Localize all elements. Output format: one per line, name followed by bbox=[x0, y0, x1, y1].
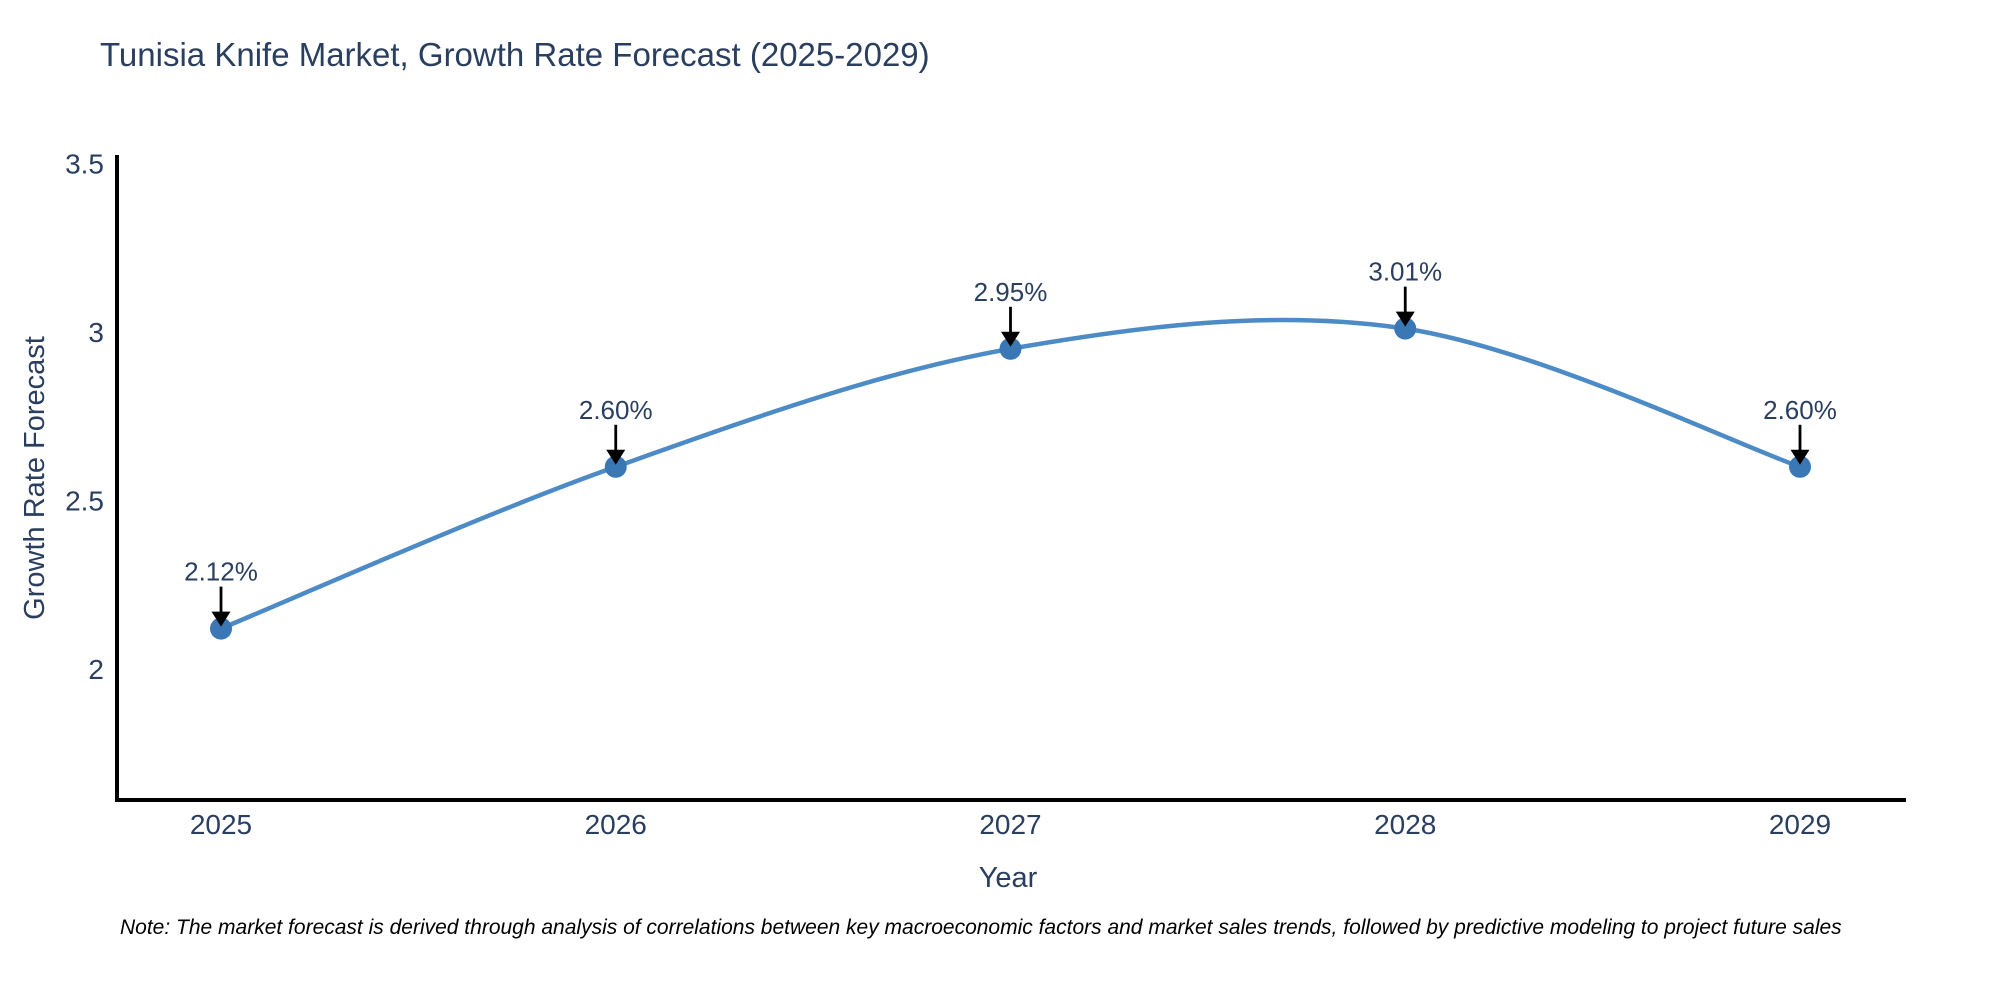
point-annotation: 2.60% bbox=[1763, 395, 1837, 465]
data-point-marker bbox=[210, 617, 232, 640]
annotation-arrow-head bbox=[1395, 311, 1415, 327]
trend-line bbox=[220, 317, 1801, 631]
y-tick-label: 2 bbox=[88, 654, 104, 685]
annotation-arrow-head bbox=[606, 449, 626, 465]
x-tick-label: 2025 bbox=[190, 809, 252, 840]
point-annotation: 2.95% bbox=[974, 277, 1048, 347]
x-tick-label: 2029 bbox=[1769, 809, 1831, 840]
chart-title: Tunisia Knife Market, Growth Rate Foreca… bbox=[100, 36, 930, 73]
annotation-label: 2.60% bbox=[1763, 395, 1837, 425]
annotation-arrow-head bbox=[211, 611, 231, 627]
annotation-label: 2.12% bbox=[184, 557, 258, 587]
y-tick-label: 3.5 bbox=[65, 149, 104, 180]
plot-area: 3.5 3 2.5 2 2025 2026 2027 2028 2029 2.12% 2.60% 2.… bbox=[65, 149, 1906, 840]
x-axis-title: Year bbox=[979, 862, 1038, 894]
data-point-marker bbox=[1394, 317, 1417, 340]
x-tick-label: 2026 bbox=[585, 809, 647, 840]
point-annotation: 2.12% bbox=[184, 557, 258, 627]
y-axis-title: Growth Rate Forecast bbox=[19, 336, 51, 620]
y-tick-label: 3 bbox=[88, 317, 104, 348]
data-point-marker bbox=[604, 455, 627, 478]
annotation-label: 2.95% bbox=[974, 277, 1048, 307]
y-tick-label: 2.5 bbox=[65, 486, 104, 517]
footnote: Note: The market forecast is derived thr… bbox=[120, 916, 1842, 939]
annotation-arrow-head bbox=[1790, 449, 1810, 465]
point-annotation: 3.01% bbox=[1368, 257, 1442, 327]
annotation-arrow-head bbox=[1001, 331, 1020, 347]
annotation-label: 3.01% bbox=[1368, 257, 1442, 287]
x-tick-label: 2027 bbox=[979, 809, 1041, 840]
annotation-label: 2.60% bbox=[579, 395, 653, 425]
x-tick-label: 2028 bbox=[1374, 809, 1436, 840]
data-point-marker bbox=[999, 337, 1022, 360]
data-point-marker bbox=[1789, 455, 1811, 478]
point-annotation: 2.60% bbox=[579, 395, 653, 465]
